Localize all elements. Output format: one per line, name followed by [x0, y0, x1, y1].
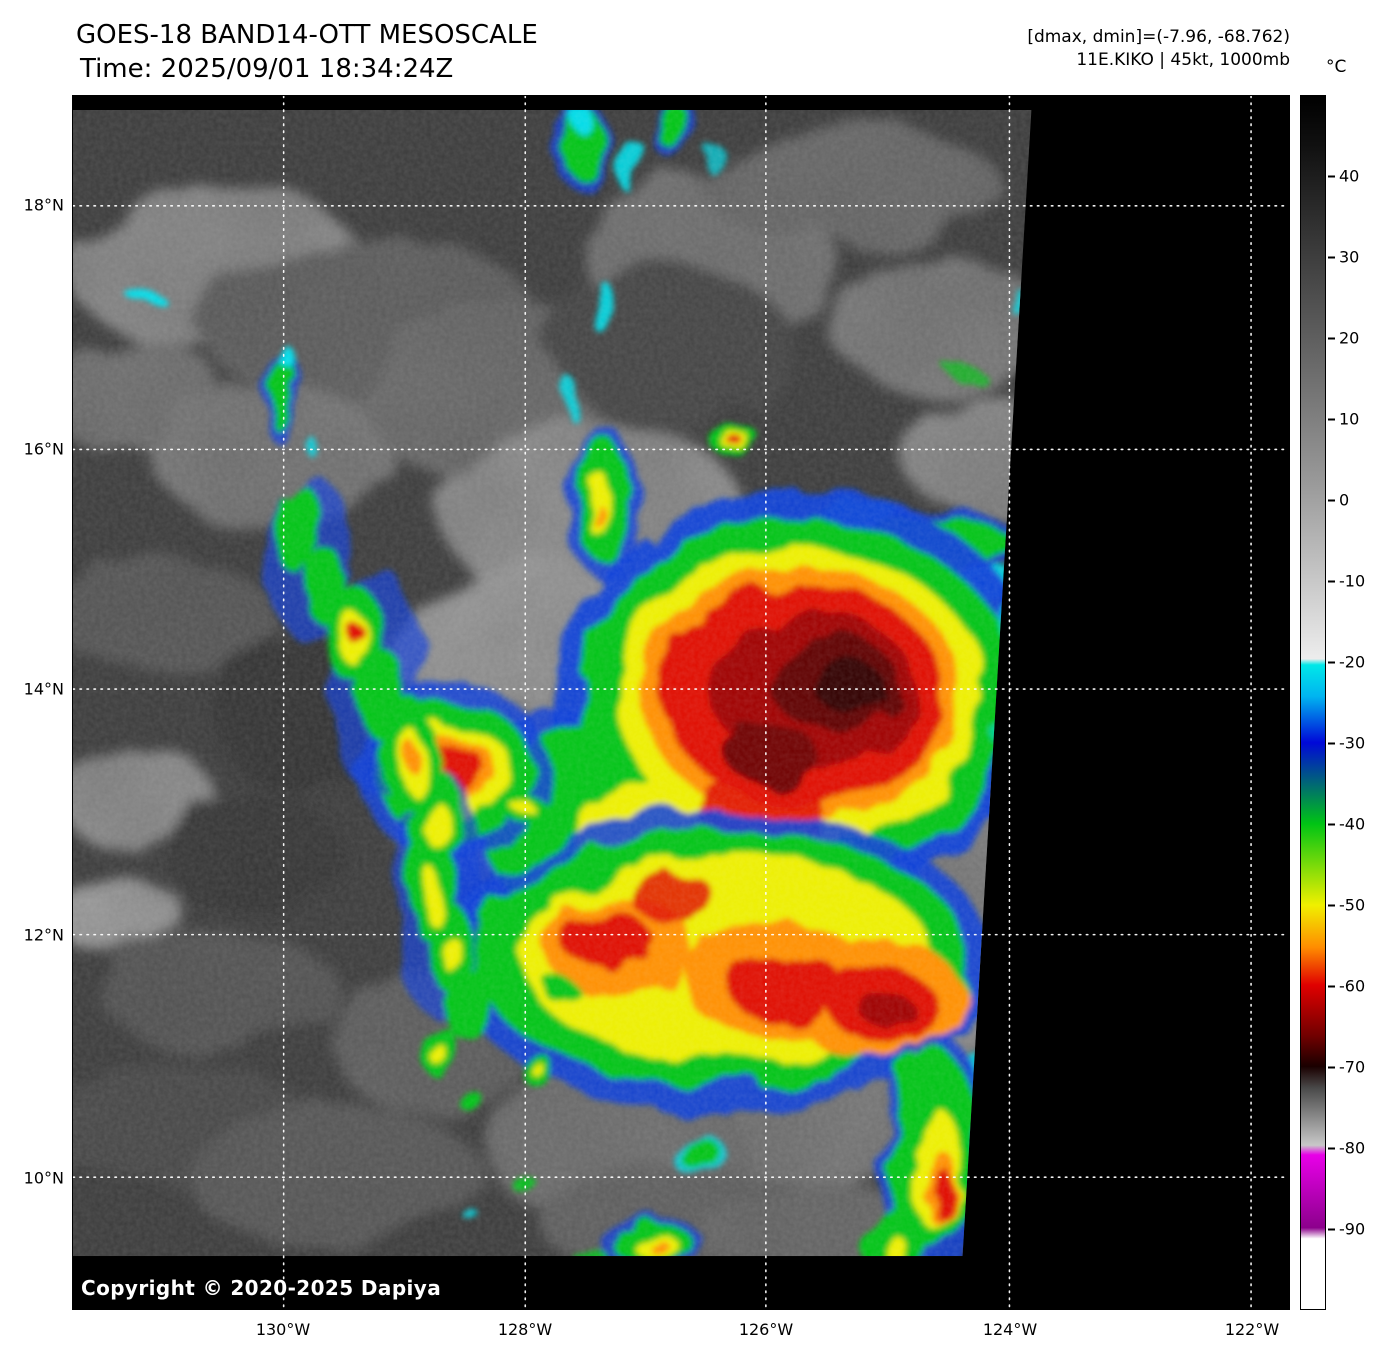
lat-label-16n: 16°N	[23, 439, 64, 459]
lat-label-14n: 14°N	[23, 679, 64, 699]
tick-label: -80	[1339, 1138, 1366, 1158]
colorbar-tick: -20	[1328, 653, 1365, 672]
product-time: Time: 2025/09/01 18:34:24Z	[80, 54, 454, 84]
tick-label: -50	[1339, 895, 1366, 915]
colorbar-unit-label: °C	[1326, 57, 1347, 77]
tick-label: -60	[1339, 976, 1366, 996]
tick-label: 20	[1339, 328, 1360, 348]
colorbar-tick: 20	[1328, 329, 1359, 348]
colorbar-tick: 40	[1328, 167, 1359, 186]
tick-mark	[1328, 1228, 1335, 1230]
header-annotations: [dmax, dmin]=(-7.96, -68.762) 11E.KIKO |…	[1027, 26, 1290, 72]
tick-mark	[1328, 337, 1335, 339]
lon-label-124w: 124°W	[982, 1320, 1038, 1339]
tick-label: -20	[1339, 652, 1366, 672]
tick-mark	[1328, 904, 1335, 906]
lon-label-122w: 122°W	[1224, 1320, 1280, 1339]
colorbar-tick: -50	[1328, 896, 1365, 915]
colorbar-tick: 0	[1328, 491, 1349, 510]
colorbar-tick: 10	[1328, 410, 1359, 429]
storm-info: 11E.KIKO | 45kt, 1000mb	[1076, 50, 1290, 70]
colorbar-tick: -10	[1328, 572, 1365, 591]
product-title: GOES-18 BAND14-OTT MESOSCALE	[76, 20, 538, 50]
colorbar-tick: -60	[1328, 977, 1365, 996]
graticule	[73, 96, 1289, 1309]
lon-label-130w: 130°W	[255, 1320, 311, 1339]
tick-mark	[1328, 742, 1335, 744]
colorbar-tick: -70	[1328, 1058, 1365, 1077]
tick-mark	[1328, 418, 1335, 420]
tick-label: -30	[1339, 733, 1366, 753]
tick-label: 30	[1339, 247, 1360, 267]
tick-label: -70	[1339, 1057, 1366, 1077]
satellite-image	[73, 96, 1289, 1309]
colorbar-tick: -80	[1328, 1139, 1365, 1158]
tick-label: 10	[1339, 409, 1360, 429]
tick-mark	[1328, 256, 1335, 258]
tick-label: 0	[1339, 490, 1350, 510]
tick-mark	[1328, 1066, 1335, 1068]
tick-label: -90	[1339, 1219, 1366, 1239]
lat-label-18n: 18°N	[23, 195, 64, 215]
tick-mark	[1328, 823, 1335, 825]
tick-mark	[1328, 1147, 1335, 1149]
colorbar-tick: 30	[1328, 248, 1359, 267]
tick-mark	[1328, 580, 1335, 582]
temperature-colorbar	[1300, 95, 1326, 1310]
lon-label-128w: 128°W	[497, 1320, 553, 1339]
dmax-dmin-readout: [dmax, dmin]=(-7.96, -68.762)	[1027, 27, 1290, 47]
satellite-map: Copyright © 2020-2025 Dapiya	[72, 95, 1290, 1310]
lat-label-10n: 10°N	[23, 1168, 64, 1188]
colorbar-tick: -30	[1328, 734, 1365, 753]
lon-label-126w: 126°W	[738, 1320, 794, 1339]
lat-label-12n: 12°N	[23, 925, 64, 945]
tick-mark	[1328, 985, 1335, 987]
tick-mark	[1328, 661, 1335, 663]
tick-mark	[1328, 499, 1335, 501]
tick-label: -40	[1339, 814, 1366, 834]
colorbar-tick: -40	[1328, 815, 1365, 834]
tick-label: 40	[1339, 166, 1360, 186]
tick-mark	[1328, 175, 1335, 177]
tick-label: -10	[1339, 571, 1366, 591]
colorbar-tick: -90	[1328, 1220, 1365, 1239]
copyright-text: Copyright © 2020-2025 Dapiya	[81, 1276, 442, 1300]
